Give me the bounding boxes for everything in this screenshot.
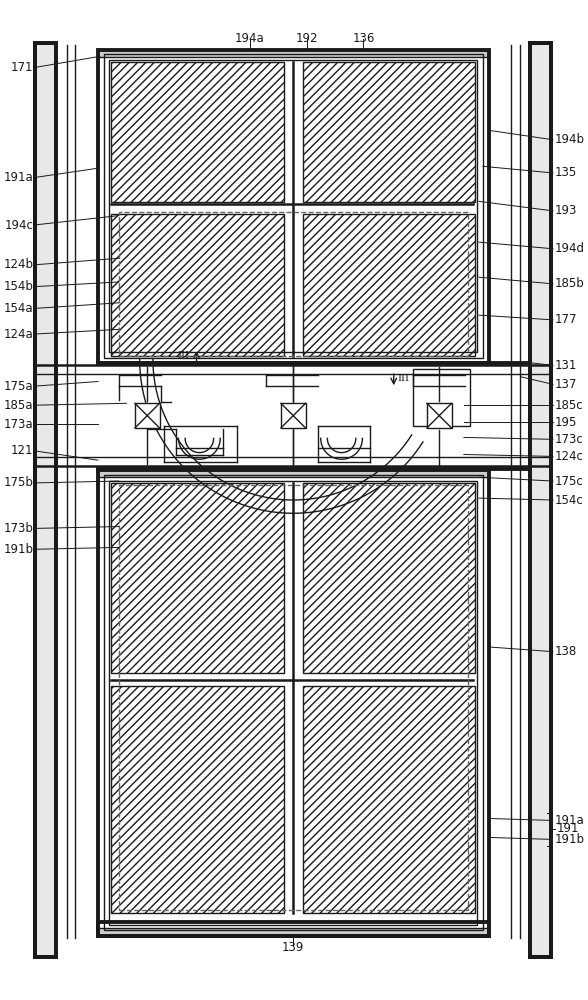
Text: 195: 195 (555, 416, 577, 429)
Bar (303, 214, 475, 356)
Text: III: III (397, 374, 409, 383)
Bar (111, 214, 284, 356)
Bar (98, 470, 489, 477)
Text: 139: 139 (282, 941, 305, 954)
Text: 124c: 124c (555, 450, 584, 463)
Bar (111, 686, 284, 913)
Bar (111, 483, 284, 673)
Bar (530, 43, 551, 957)
Bar (413, 369, 470, 426)
Bar (303, 483, 475, 673)
Bar (109, 60, 477, 352)
Text: 175a: 175a (4, 380, 34, 393)
Bar (98, 470, 489, 936)
Text: 154b: 154b (4, 280, 34, 293)
Bar (281, 403, 306, 428)
Text: 135: 135 (555, 166, 577, 179)
Text: 191: 191 (557, 822, 579, 835)
Text: 193: 193 (555, 204, 577, 217)
Text: 185a: 185a (4, 399, 34, 412)
Text: 173a: 173a (4, 418, 34, 431)
Text: III: III (178, 351, 190, 360)
Bar (303, 686, 475, 913)
Text: 175c: 175c (555, 475, 584, 488)
Text: 173b: 173b (4, 522, 34, 535)
Text: 191a: 191a (4, 171, 34, 184)
Bar (98, 50, 489, 57)
Bar (109, 481, 477, 925)
Text: 191a: 191a (555, 814, 584, 827)
Text: 124a: 124a (4, 328, 34, 341)
Text: 177: 177 (555, 313, 577, 326)
Text: 154c: 154c (555, 494, 584, 507)
Text: 194b: 194b (555, 133, 585, 146)
Text: 121: 121 (11, 444, 34, 457)
Bar (135, 403, 159, 428)
Text: 192: 192 (295, 32, 318, 45)
Bar (103, 54, 483, 358)
Text: 124b: 124b (4, 258, 34, 271)
Text: 194c: 194c (5, 219, 34, 232)
Bar (98, 50, 489, 363)
Text: 175b: 175b (4, 476, 34, 489)
Bar (35, 43, 56, 957)
Bar (530, 43, 551, 957)
Bar (119, 212, 467, 356)
Text: 154a: 154a (4, 302, 34, 315)
Bar (427, 403, 452, 428)
Bar (303, 62, 475, 202)
Bar (35, 43, 56, 957)
Bar (111, 62, 284, 202)
Text: 194d: 194d (555, 242, 585, 255)
Text: 191b: 191b (4, 543, 34, 556)
Text: 137: 137 (555, 378, 577, 391)
Text: 171: 171 (11, 61, 34, 74)
Text: 194a: 194a (235, 32, 265, 45)
Bar (98, 928, 489, 936)
Text: 131: 131 (555, 359, 577, 372)
Text: 173c: 173c (555, 433, 584, 446)
Bar (98, 922, 489, 936)
Bar (119, 485, 467, 910)
Text: 185c: 185c (555, 399, 583, 412)
Text: 191b: 191b (555, 833, 585, 846)
Text: 185b: 185b (555, 277, 584, 290)
Bar (103, 475, 483, 930)
Text: 136: 136 (352, 32, 375, 45)
Text: 138: 138 (555, 645, 577, 658)
